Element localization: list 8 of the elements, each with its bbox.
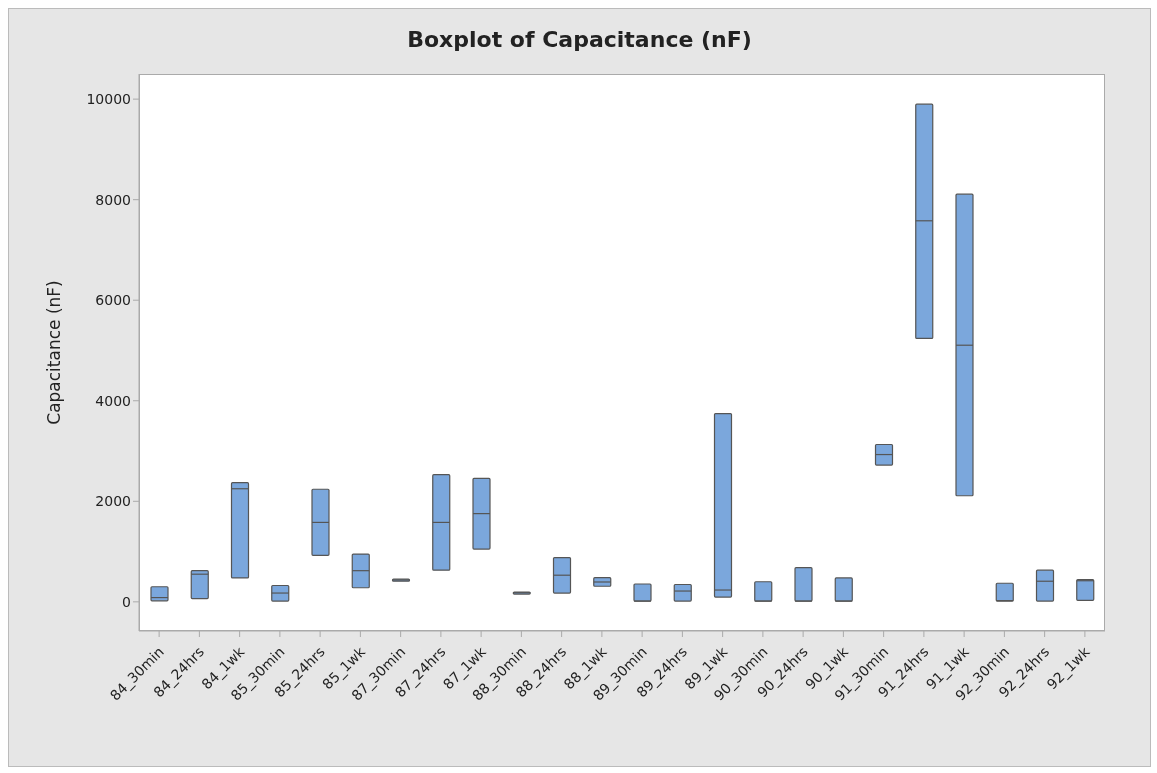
y-tick-label: 4000 — [95, 392, 131, 409]
y-tick-label: 6000 — [95, 292, 131, 309]
y-tick-label: 0 — [122, 593, 131, 610]
y-tick-label: 8000 — [95, 191, 131, 208]
chart-title: Boxplot of Capacitance (nF) — [406, 27, 753, 52]
y-axis-title: Capacitance (nF) — [44, 280, 65, 425]
y-tick-label: 10000 — [86, 91, 131, 108]
y-tick-label: 2000 — [95, 493, 131, 510]
